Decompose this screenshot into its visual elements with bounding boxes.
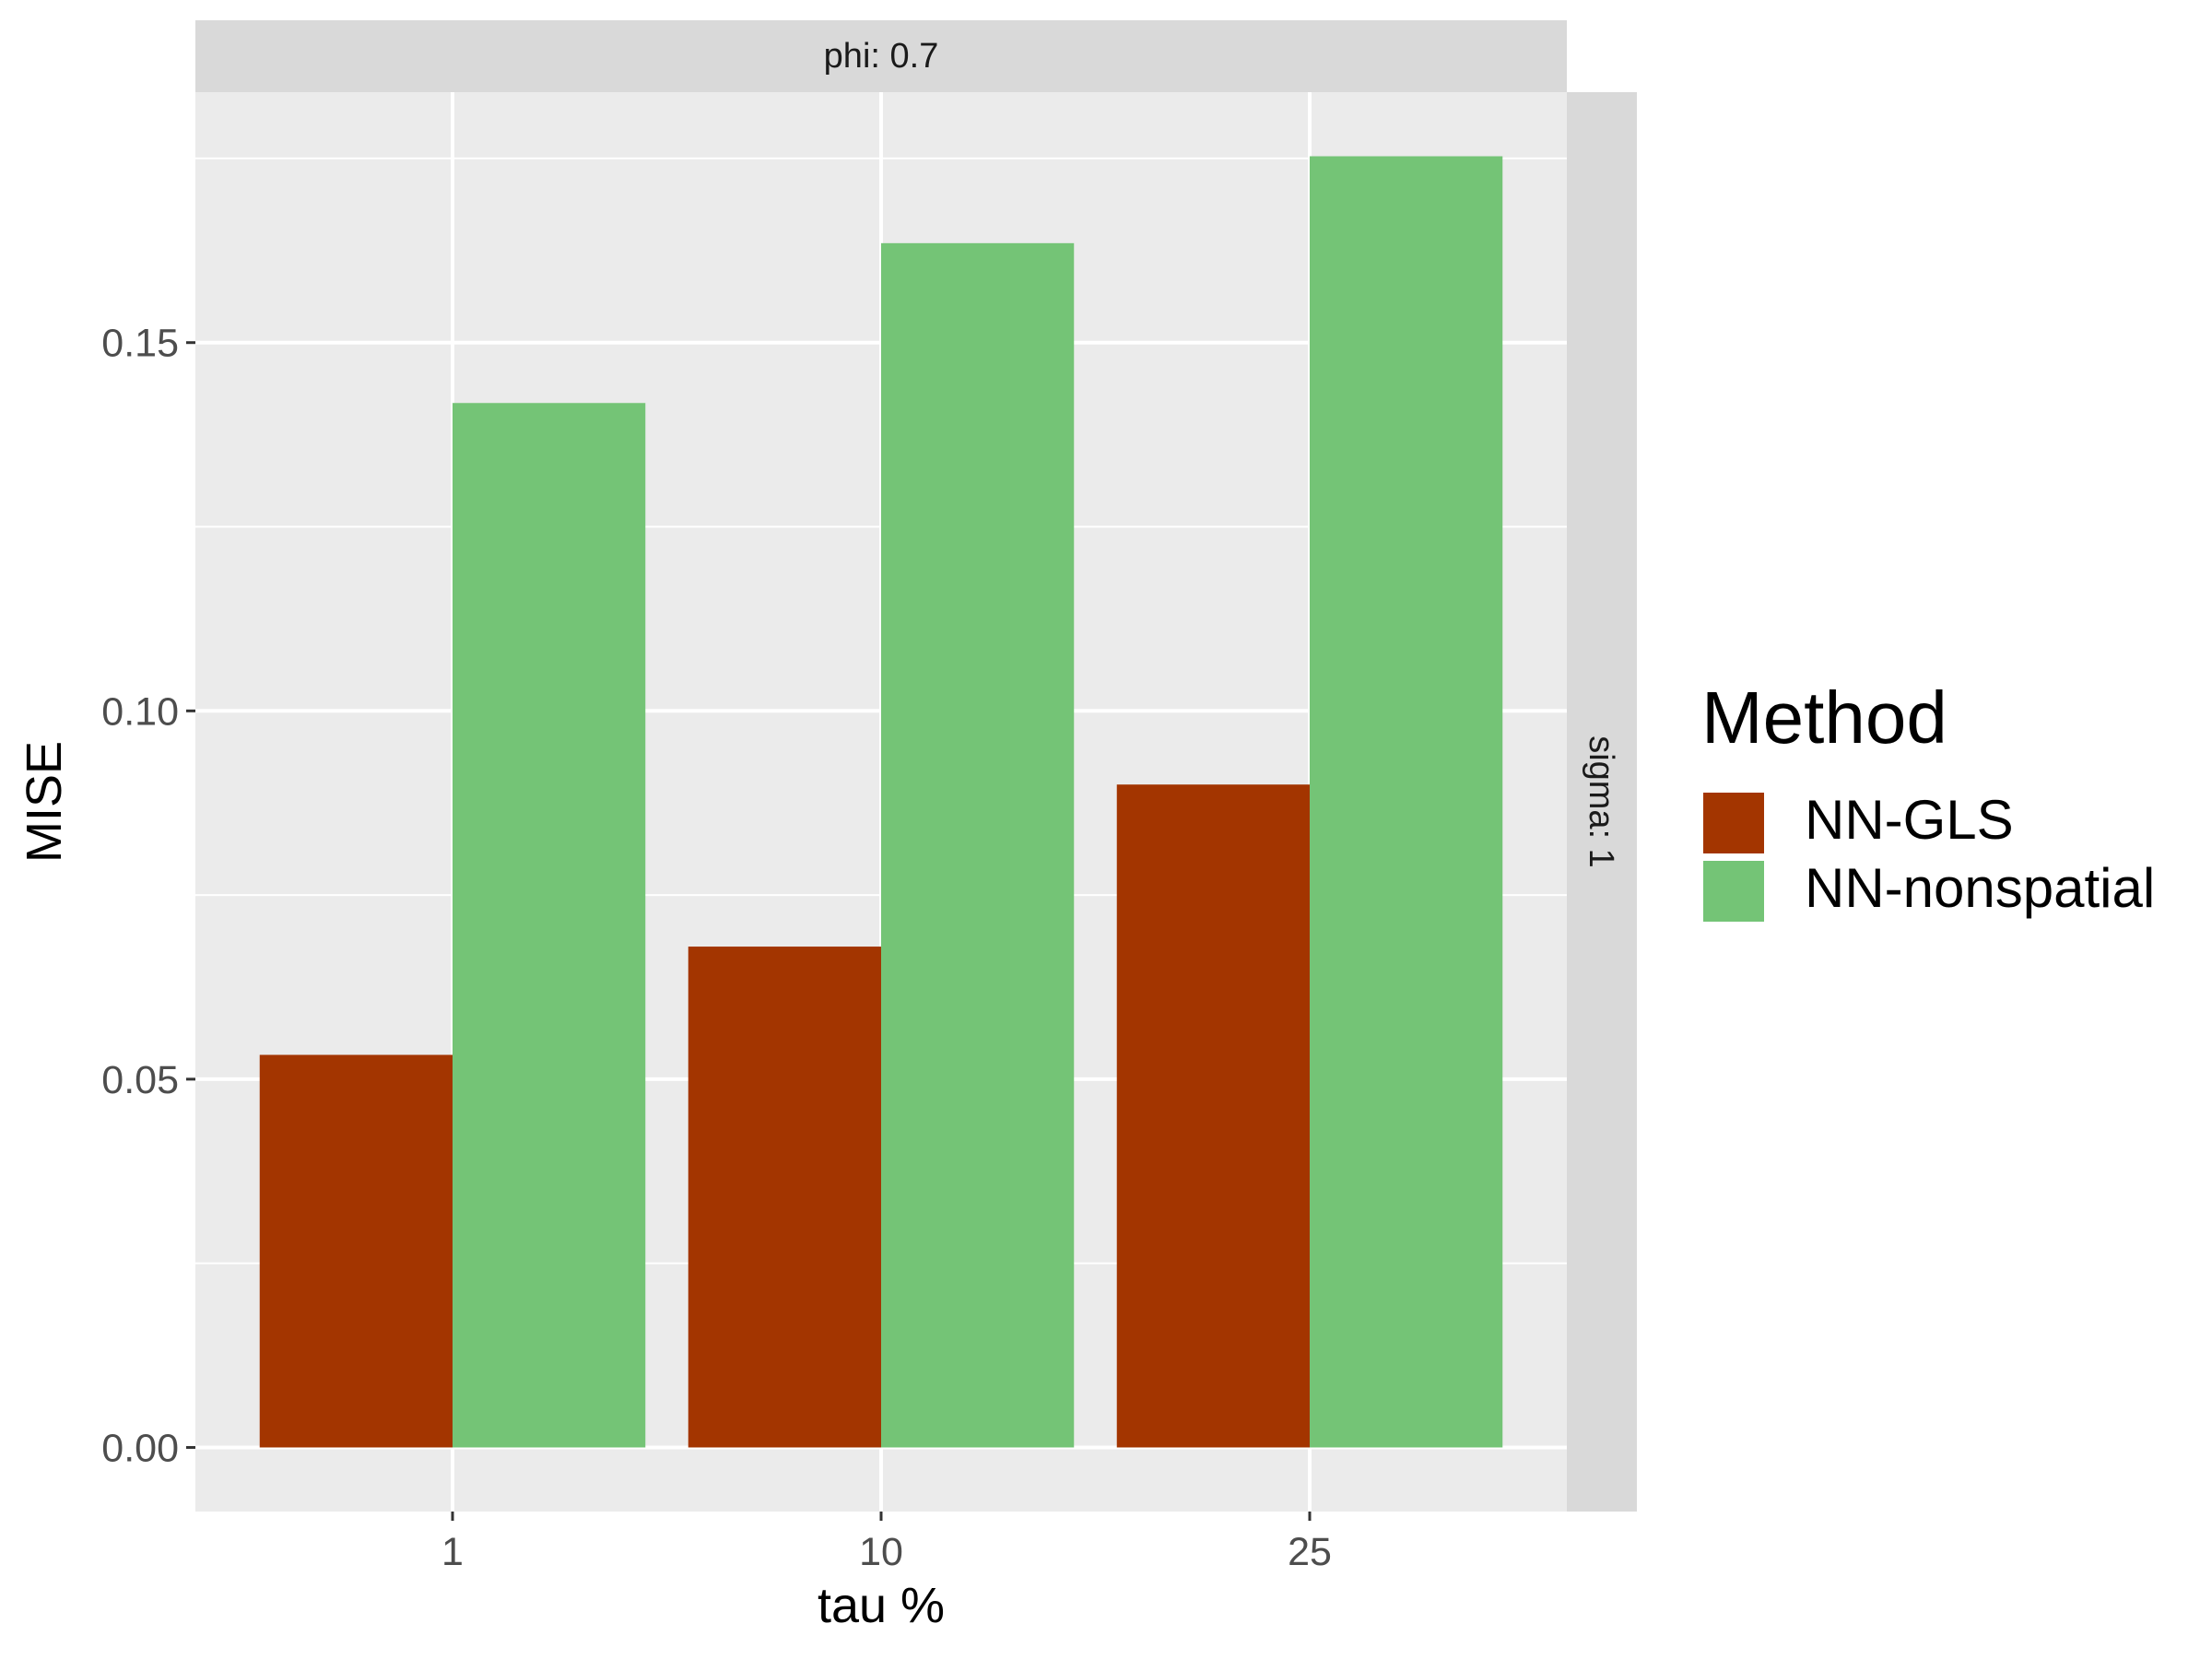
facet-top-strip (195, 20, 1567, 92)
y-axis: 0.00 0.05 0.10 0.15 (101, 322, 195, 1470)
facet-right-label: sigma: 1 (1582, 735, 1620, 868)
x-tick-label: 1 (441, 1530, 464, 1574)
legend-key-nn-gls (1703, 793, 1764, 853)
y-tick-label: 0.05 (101, 1058, 179, 1102)
y-tick-label: 0.00 (101, 1426, 179, 1470)
x-tick-label: 25 (1288, 1530, 1332, 1574)
x-axis: 1 10 25 (441, 1512, 1332, 1574)
y-tick-label: 0.15 (101, 322, 179, 366)
y-axis-title: MISE (17, 741, 72, 863)
bar-nn-nonspatial-1 (453, 403, 646, 1448)
bar-nn-nonspatial-25 (1310, 156, 1503, 1448)
x-axis-title: tau % (818, 1578, 945, 1633)
y-tick-label: 0.10 (101, 689, 179, 734)
legend-key-nn-nonspatial (1703, 861, 1764, 922)
bars (259, 156, 1503, 1448)
legend-label-nn-gls: NN-GLS (1805, 789, 2014, 851)
bar-nn-gls-25 (1116, 784, 1310, 1448)
legend-label-nn-nonspatial: NN-nonspatial (1805, 857, 2155, 919)
x-tick-label: 10 (859, 1530, 903, 1574)
bar-nn-nonspatial-10 (881, 242, 1075, 1448)
bar-nn-gls-1 (259, 1054, 453, 1448)
legend-title: Method (1701, 677, 1947, 759)
bar-nn-gls-10 (688, 947, 881, 1448)
facet-right-strip (1567, 92, 1637, 1512)
facet-top-label: phi: 0.7 (824, 37, 939, 76)
